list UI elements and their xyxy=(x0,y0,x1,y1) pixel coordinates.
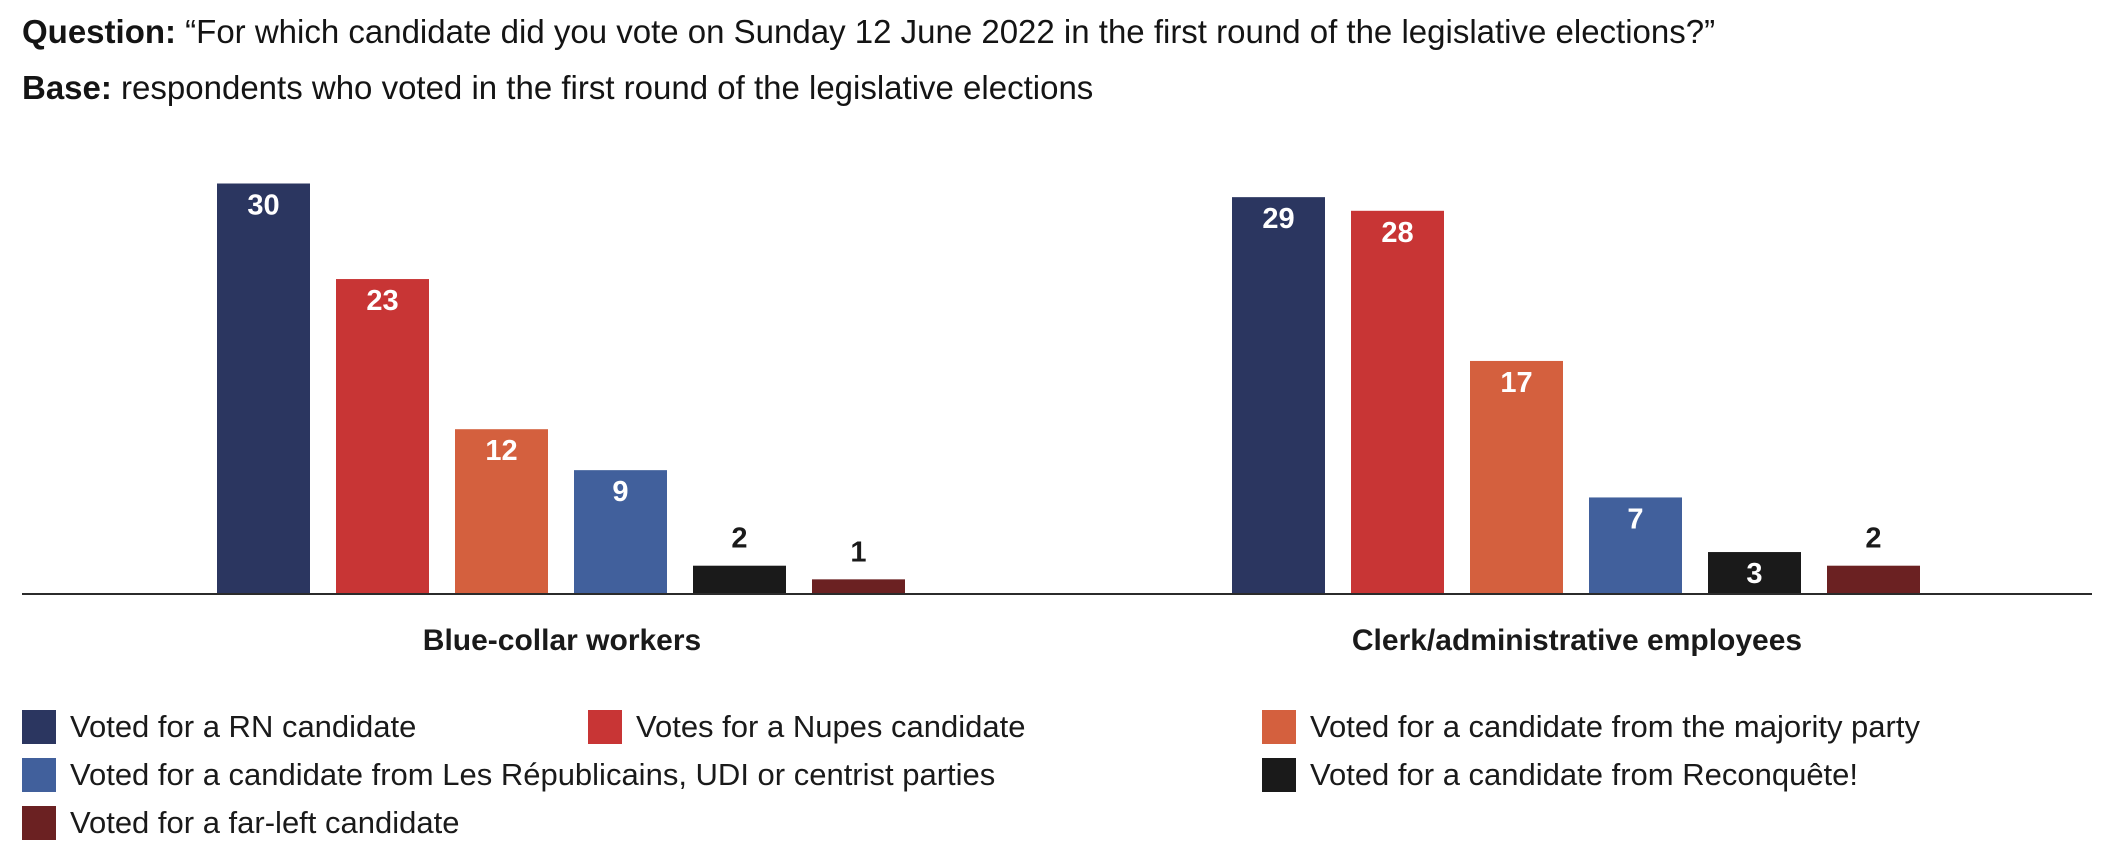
bar xyxy=(217,183,310,593)
data-label: 29 xyxy=(1262,203,1294,235)
data-label: 28 xyxy=(1381,217,1413,249)
bar xyxy=(455,429,548,593)
data-label: 1 xyxy=(850,536,866,568)
bar xyxy=(812,579,905,593)
bar xyxy=(1827,565,1920,593)
chart-header: Question: “For which candidate did you v… xyxy=(22,4,1715,116)
data-label: 2 xyxy=(731,523,747,555)
data-label: 17 xyxy=(1500,367,1532,399)
question-text: “For which candidate did you vote on Sun… xyxy=(176,13,1716,50)
question-line: Question: “For which candidate did you v… xyxy=(22,4,1715,60)
data-label: 7 xyxy=(1627,503,1643,535)
bar xyxy=(1708,552,1801,593)
bar xyxy=(574,470,667,593)
data-label: 30 xyxy=(247,190,279,222)
category-label: Blue-collar workers xyxy=(423,624,701,657)
bar xyxy=(1232,197,1325,593)
bar xyxy=(1589,497,1682,593)
bar xyxy=(693,565,786,593)
base-text: respondents who voted in the first round… xyxy=(111,69,1094,106)
bar xyxy=(1351,210,1444,594)
data-label: 3 xyxy=(1746,558,1762,590)
question-label: Question: xyxy=(22,13,176,50)
bar xyxy=(1470,360,1563,593)
data-label: 9 xyxy=(612,476,628,508)
base-line: Base: respondents who voted in the first… xyxy=(22,60,1715,116)
data-label: 2 xyxy=(1865,523,1881,555)
data-label: 12 xyxy=(485,435,517,467)
data-label: 23 xyxy=(366,285,398,317)
bar xyxy=(336,279,429,593)
base-label: Base: xyxy=(22,69,112,106)
category-label: Clerk/administrative employees xyxy=(1352,624,1802,657)
